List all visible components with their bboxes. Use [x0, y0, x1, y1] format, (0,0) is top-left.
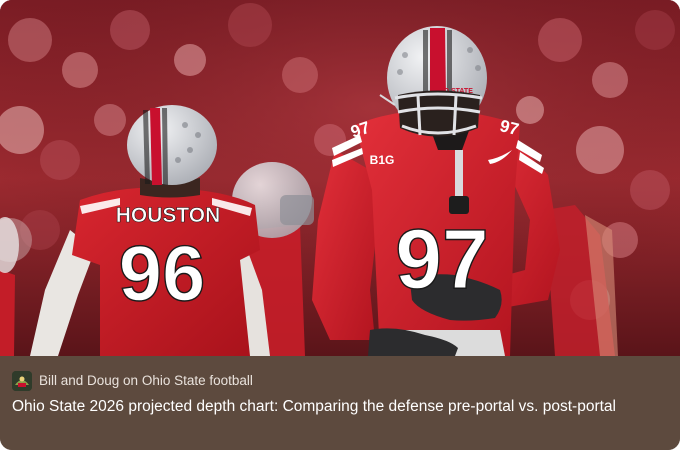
left-player: HOUSTON 96	[30, 105, 270, 356]
shoulder-number-right: 97	[498, 116, 521, 139]
hero-image: HOUSTON 96	[0, 0, 680, 356]
right-player-number: 97	[395, 212, 488, 306]
apparel-logo-icon	[488, 150, 512, 164]
background-player-right	[545, 205, 618, 356]
publication-name[interactable]: Bill and Doug on Ohio State football	[39, 373, 253, 388]
right-player: 97 97 B1G 97	[312, 26, 560, 356]
conference-patch: B1G	[370, 153, 395, 167]
left-player-name: HOUSTON	[116, 204, 221, 227]
left-player-number: 96	[119, 229, 206, 317]
publication-logo-icon[interactable]	[12, 371, 32, 391]
background-player-left-edge	[0, 270, 15, 356]
publication-row[interactable]: Bill and Doug on Ohio State football	[12, 371, 253, 391]
shoulder-number-left: 97	[348, 118, 372, 142]
post-title[interactable]: Ohio State 2026 projected depth chart: C…	[12, 398, 616, 415]
post-footer: Bill and Doug on Ohio State football Ohi…	[0, 356, 680, 450]
gloves	[368, 274, 502, 356]
